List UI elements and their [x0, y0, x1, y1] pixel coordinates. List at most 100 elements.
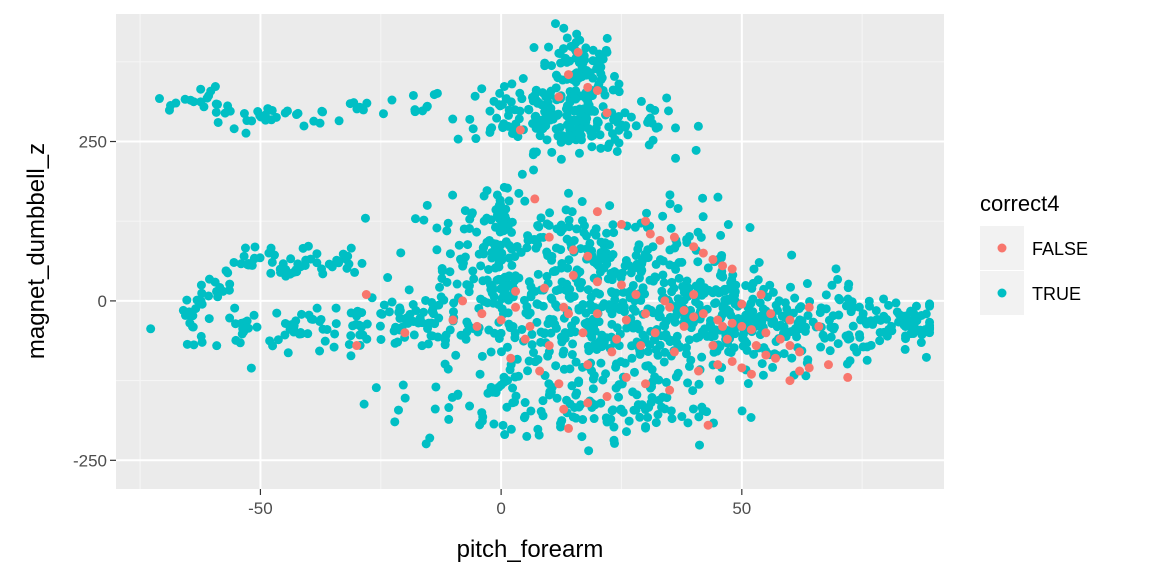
- point-true: [845, 356, 855, 366]
- point-true: [910, 316, 920, 326]
- point-true: [623, 130, 633, 140]
- point-false: [616, 280, 626, 290]
- point-true: [768, 362, 778, 372]
- point-true: [211, 99, 221, 109]
- point-true: [787, 250, 797, 260]
- point-true: [508, 398, 518, 408]
- point-true: [569, 115, 579, 125]
- point-true: [334, 116, 344, 126]
- point-true: [643, 412, 653, 422]
- point-true: [431, 382, 441, 392]
- point-true: [582, 66, 592, 76]
- point-true: [488, 298, 498, 308]
- point-true: [387, 297, 397, 307]
- point-true: [591, 256, 601, 266]
- point-true: [841, 301, 851, 311]
- point-true: [522, 431, 532, 441]
- point-true: [422, 101, 432, 111]
- point-true: [312, 303, 322, 313]
- point-true: [785, 282, 795, 292]
- point-true: [749, 349, 759, 359]
- point-true: [864, 301, 874, 311]
- point-true: [584, 446, 594, 456]
- point-true: [383, 273, 393, 283]
- point-true: [602, 228, 612, 238]
- point-false: [568, 245, 578, 255]
- point-true: [659, 320, 669, 330]
- point-true: [704, 285, 714, 295]
- point-true: [498, 224, 508, 234]
- point-true: [552, 393, 562, 403]
- point-true: [504, 196, 514, 206]
- point-false: [761, 328, 771, 338]
- point-false: [785, 376, 795, 386]
- point-true: [419, 215, 429, 225]
- point-false: [636, 341, 646, 351]
- point-true: [662, 93, 672, 103]
- point-true: [571, 86, 581, 96]
- point-true: [677, 412, 687, 422]
- point-true: [779, 349, 789, 359]
- point-true: [724, 307, 734, 317]
- point-true: [527, 329, 537, 339]
- point-true: [247, 116, 257, 126]
- point-false: [554, 92, 564, 102]
- point-true: [595, 130, 605, 140]
- point-true: [444, 414, 454, 424]
- point-false: [554, 379, 564, 389]
- point-true: [346, 331, 356, 341]
- point-true: [848, 321, 858, 331]
- point-true: [535, 131, 545, 141]
- point-false: [544, 341, 554, 351]
- point-true: [556, 227, 566, 237]
- point-false: [804, 363, 814, 373]
- point-false: [361, 290, 371, 300]
- point-true: [637, 265, 647, 275]
- point-true: [796, 302, 806, 312]
- point-false: [511, 286, 521, 296]
- point-true: [146, 324, 156, 334]
- point-false: [689, 290, 699, 300]
- point-true: [564, 222, 574, 232]
- point-true: [816, 342, 826, 352]
- point-true: [507, 260, 517, 270]
- point-true: [829, 322, 839, 332]
- point-true: [437, 266, 447, 276]
- point-false: [458, 296, 468, 306]
- point-true: [507, 227, 517, 237]
- point-true: [430, 404, 440, 414]
- point-true: [599, 252, 609, 262]
- point-true: [556, 58, 566, 68]
- point-true: [657, 286, 667, 296]
- point-true: [515, 88, 525, 98]
- point-true: [575, 283, 585, 293]
- point-true: [529, 165, 539, 175]
- point-true: [241, 128, 251, 138]
- point-true: [460, 206, 470, 216]
- point-true: [713, 192, 723, 202]
- point-true: [185, 318, 195, 328]
- point-true: [360, 213, 370, 223]
- point-false: [665, 302, 675, 312]
- point-true: [387, 95, 397, 105]
- point-true: [564, 255, 574, 265]
- point-true: [925, 299, 935, 309]
- point-true: [267, 257, 277, 267]
- point-true: [344, 259, 354, 269]
- point-true: [472, 227, 482, 237]
- point-true: [716, 230, 726, 240]
- legend: correct4 FALSE TRUE: [980, 191, 1088, 315]
- point-true: [213, 292, 223, 302]
- point-true: [591, 230, 601, 240]
- point-true: [540, 58, 550, 68]
- point-true: [693, 257, 703, 267]
- point-true: [471, 134, 481, 144]
- point-true: [396, 248, 406, 258]
- point-true: [511, 242, 521, 252]
- point-true: [523, 366, 533, 376]
- point-true: [273, 335, 283, 345]
- point-true: [229, 257, 239, 267]
- point-true: [556, 422, 566, 432]
- point-true: [684, 361, 694, 371]
- point-true: [900, 344, 910, 354]
